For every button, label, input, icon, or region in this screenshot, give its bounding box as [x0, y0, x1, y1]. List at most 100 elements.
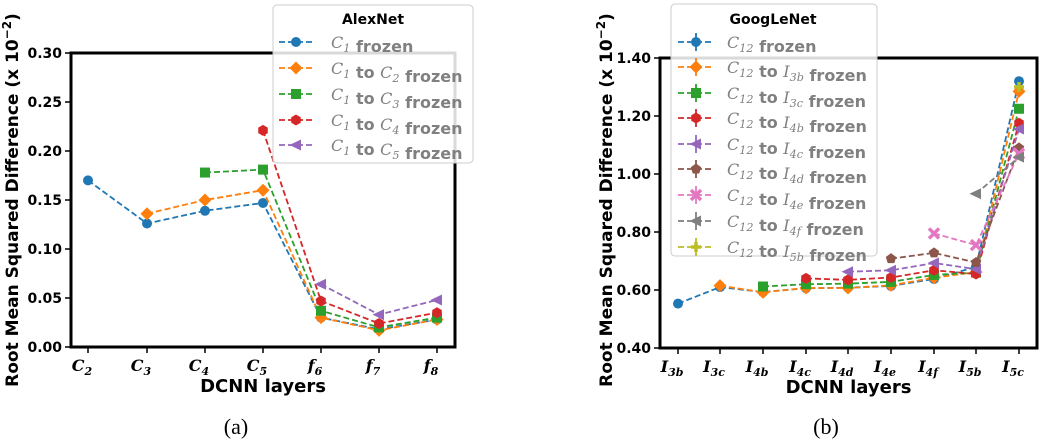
math-subscript: 12 [739, 93, 753, 106]
math-subscript: 12 [739, 247, 753, 260]
math-symbol: C [331, 33, 343, 52]
math-subscript: 1 [343, 120, 350, 133]
series-5 [314, 278, 442, 321]
data-point [256, 183, 270, 197]
data-point [673, 298, 683, 309]
legend-marker-icon [289, 139, 301, 151]
legend-marker-icon [291, 89, 301, 99]
math-symbol: C [331, 59, 343, 78]
math-symbol: C [727, 109, 739, 128]
y-axis-label: Root Mean Squared Difference (x 10−2) [594, 13, 617, 387]
math-subscript: 4f [789, 225, 803, 238]
legend-marker-icon [689, 60, 703, 74]
x-tick-label: I4b [745, 357, 769, 379]
math-subscript: 4 [391, 124, 399, 137]
legend-marker-icon [289, 61, 303, 75]
y-tick-label: 0.00 [27, 340, 62, 356]
data-point [843, 274, 853, 286]
math-symbol: C [727, 186, 739, 205]
math-subscript: 1 [343, 145, 350, 158]
x-tick-label: C4 [189, 356, 209, 378]
data-point [927, 227, 941, 240]
math-subscript: 1 [343, 68, 350, 81]
series-6 [885, 142, 1025, 267]
data-point [142, 218, 152, 229]
math-subscript: 12 [739, 67, 753, 80]
legend-marker-icon [691, 37, 701, 47]
math-symbol: I [782, 88, 790, 107]
data-point [200, 205, 210, 216]
data-point [200, 167, 210, 178]
data-point [969, 238, 983, 252]
math-subscript: 12 [739, 42, 753, 55]
math-symbol: C [331, 136, 343, 155]
math-subscript: 12 [739, 144, 753, 157]
math-symbol: C [380, 89, 392, 108]
legend-item: C1 to C5 frozen [279, 136, 463, 163]
legend-item: C12 to I4f frozen [678, 212, 864, 239]
data-point [258, 197, 268, 208]
y-tick-label: 0.05 [27, 291, 62, 307]
math-subscript: 1 [343, 42, 350, 55]
math-symbol: C [727, 58, 739, 77]
math-subscript: 4b [789, 122, 804, 135]
legend-label: C12 to I4e frozen [727, 186, 866, 213]
data-point [929, 264, 939, 276]
series-4 [258, 124, 442, 329]
y-tick-label: 1.40 [616, 51, 651, 67]
legend-box [670, 3, 878, 257]
y-tick-label: 0.30 [27, 46, 62, 62]
math-symbol: I [782, 139, 790, 158]
legend-item: C1 to C3 frozen [279, 85, 463, 112]
y-tick-label: 0.20 [27, 144, 62, 160]
data-point [1014, 82, 1024, 92]
y-axis-label: Root Mean Squared Difference (x 10−2) [0, 13, 23, 387]
data-point [314, 278, 326, 290]
data-point [1012, 151, 1024, 163]
series-1 [83, 175, 442, 335]
legend-marker-icon [689, 215, 701, 227]
legend-item: C12 to I4e frozen [678, 186, 866, 213]
y-tick-label: 1.20 [616, 109, 651, 125]
math-subscript: 12 [739, 195, 753, 208]
x-axis-label: DCNN layers [200, 376, 326, 397]
y-tick-label: 0.40 [616, 341, 651, 357]
legend-label: C12 to I5b frozen [727, 238, 867, 265]
math-symbol: C [380, 115, 392, 134]
math-symbol: I [782, 164, 790, 183]
math-symbol: C [727, 33, 739, 52]
legend-title: GoogLeNet [729, 12, 816, 28]
data-point [801, 272, 811, 284]
figure-caption: (b) [813, 414, 839, 439]
math-symbol: C [727, 238, 739, 257]
math-symbol: I [782, 113, 790, 132]
legend-label: C12 frozen [727, 33, 816, 56]
legend-item: C12 to I4d frozen [678, 160, 867, 187]
math-symbol: I [782, 62, 790, 81]
math-symbol: C [331, 111, 343, 130]
legend-label: C12 to I3b frozen [727, 58, 867, 85]
data-point [372, 309, 384, 321]
math-symbol: I [782, 216, 790, 235]
data-point [928, 247, 940, 258]
series-line [719, 91, 1020, 294]
x-tick-label: C5 [247, 356, 267, 378]
x-tick-label: I5b [958, 357, 982, 379]
legend-marker-icon [690, 163, 702, 174]
legend-label: C12 to I3c frozen [727, 84, 866, 111]
data-point [1014, 103, 1024, 114]
legend-item: C1 frozen [279, 33, 413, 56]
series-5 [841, 123, 1024, 278]
legend-label: C12 to I4d frozen [727, 160, 867, 187]
data-point [316, 305, 326, 316]
legend-item: C12 to I4b frozen [678, 109, 867, 136]
series-line [890, 147, 1020, 264]
math-subscript: 5b [790, 251, 804, 264]
x-tick-label: C3 [131, 356, 152, 378]
math-symbol: C [380, 63, 392, 82]
math-subscript: 4e [789, 199, 804, 212]
math-symbol: C [727, 84, 739, 103]
